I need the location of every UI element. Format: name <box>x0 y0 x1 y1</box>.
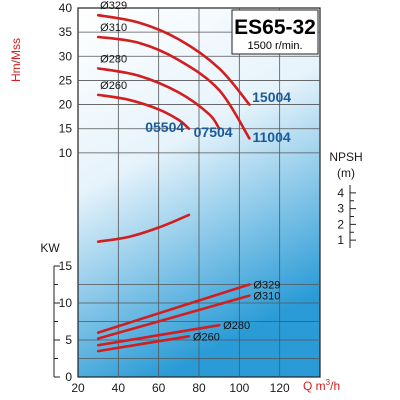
title-box-frame <box>231 9 319 55</box>
head-tick-label: 10 <box>59 146 73 160</box>
x-axis-label-prefix: Q m <box>303 379 326 393</box>
chart-subtitle: 1500 r/min. <box>247 40 302 52</box>
power-axis: KW 0 5 10 15 <box>40 241 72 384</box>
model-label: 15004 <box>252 89 291 105</box>
model-label: 07504 <box>194 124 233 140</box>
head-curve-label: Ø329 <box>100 0 127 12</box>
head-tick-label: 30 <box>59 49 73 63</box>
head-curve <box>96 93 191 130</box>
power-tick-label: 5 <box>65 333 72 347</box>
title-box: ES65-32 1500 r/min. <box>231 9 319 55</box>
power-tick-label: 15 <box>59 259 73 273</box>
npsh-tick-label: 3 <box>337 202 344 216</box>
npsh-axis: NPSH (m) 1 23 4 <box>329 150 363 248</box>
npsh-axis-unit: (m) <box>337 166 355 180</box>
x-axis: 20 40 60 80 100 120 Q m3/h <box>71 378 340 395</box>
x-axis-label: Q m3/h <box>303 378 340 393</box>
chart-title: ES65-32 <box>234 16 316 39</box>
x-axis-label-superscript: 3 <box>326 378 331 387</box>
head-tick-label: 25 <box>59 73 73 87</box>
x-tick-labels: 20 40 60 80 100 120 <box>71 381 290 395</box>
head-tick-label: 40 <box>59 1 73 15</box>
head-axis: Hm/Mss 10 15 20 25 30 35 40 <box>9 1 72 160</box>
head-curve-label: Ø280 <box>100 53 127 65</box>
head-tick-label: 20 <box>59 98 73 112</box>
power-curve-label: Ø260 <box>193 331 220 343</box>
head-tick-label: 15 <box>59 122 73 136</box>
power-tick-label: 0 <box>65 370 72 384</box>
head-curve-label: Ø260 <box>100 80 127 92</box>
head-curve <box>96 35 251 140</box>
head-curve <box>96 13 251 106</box>
power-curve-label: Ø329 <box>253 280 280 292</box>
x-tick-label: 20 <box>71 381 85 395</box>
model-labels: 15004 05504 07504 11004 <box>145 89 291 145</box>
npsh-axis-label: NPSH <box>329 150 362 164</box>
npsh-curve <box>96 213 191 243</box>
power-tick-labels: 0 5 10 15 <box>54 259 72 384</box>
power-curve <box>96 294 251 340</box>
power-curve-label: Ø310 <box>253 291 280 303</box>
x-tick-label: 40 <box>112 381 126 395</box>
power-axis-label: KW <box>40 241 60 255</box>
grid-lines <box>78 8 320 377</box>
model-label: 05504 <box>145 119 184 135</box>
x-tick-label: 80 <box>192 381 206 395</box>
head-tick-labels: 10 15 20 25 30 35 40 <box>59 1 73 160</box>
x-tick-label: 120 <box>270 381 290 395</box>
power-tick-label: 10 <box>59 296 73 310</box>
npsh-tick-label: 1 <box>337 233 344 247</box>
power-curve-label: Ø280 <box>223 320 250 332</box>
plot-area <box>77 7 321 378</box>
x-tick-label: 60 <box>152 381 166 395</box>
npsh-tick-label: 2 <box>337 217 344 231</box>
head-curve <box>96 67 221 130</box>
power-curve <box>96 335 191 353</box>
power-curve <box>96 283 251 334</box>
npsh-tick-label: 4 <box>337 186 344 200</box>
power-curve <box>96 323 221 347</box>
x-tick-label: 100 <box>229 381 249 395</box>
x-axis-label-suffix: /h <box>330 379 340 393</box>
npsh-tick-labels: 1 23 4 <box>337 186 356 247</box>
head-curve-label: Ø310 <box>100 22 127 34</box>
head-axis-label: Hm/Mss <box>9 38 23 82</box>
curves <box>96 13 251 353</box>
model-label: 11004 <box>253 129 291 145</box>
head-tick-label: 35 <box>59 25 73 39</box>
